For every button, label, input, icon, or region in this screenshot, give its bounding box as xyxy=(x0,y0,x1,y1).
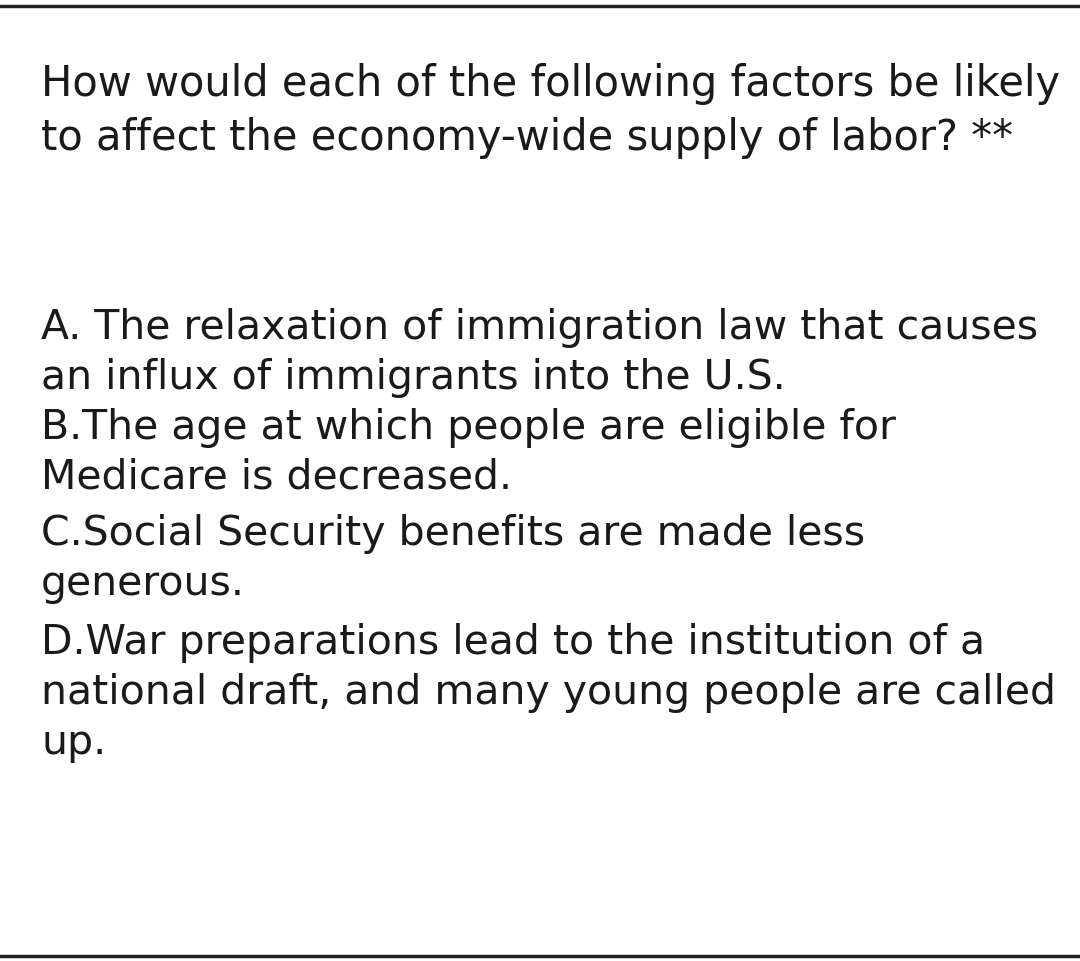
Text: C.Social Security benefits are made less: C.Social Security benefits are made less xyxy=(41,513,865,554)
Text: to affect the economy-wide supply of labor? **: to affect the economy-wide supply of lab… xyxy=(41,117,1013,160)
Text: How would each of the following factors be likely: How would each of the following factors … xyxy=(41,62,1061,105)
Text: B.The age at which people are eligible for: B.The age at which people are eligible f… xyxy=(41,407,896,448)
Text: national draft, and many young people are called: national draft, and many young people ar… xyxy=(41,673,1056,713)
Text: up.: up. xyxy=(41,723,106,763)
Text: D.War preparations lead to the institution of a: D.War preparations lead to the instituti… xyxy=(41,623,985,663)
Text: generous.: generous. xyxy=(41,563,245,604)
Text: an influx of immigrants into the U.S.: an influx of immigrants into the U.S. xyxy=(41,357,785,398)
Text: Medicare is decreased.: Medicare is decreased. xyxy=(41,457,512,498)
Text: A. The relaxation of immigration law that causes: A. The relaxation of immigration law tha… xyxy=(41,308,1038,348)
